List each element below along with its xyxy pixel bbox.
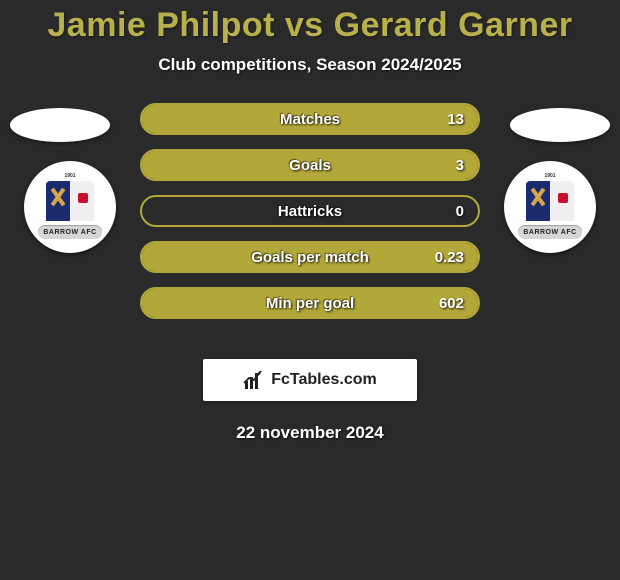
- chart-icon: [243, 369, 265, 391]
- stat-bar: Matches13: [140, 103, 480, 135]
- comparison-area: 1901 BARROW AFC 1901 BARROW AFC Matches1…: [0, 103, 620, 343]
- stat-value: 602: [439, 289, 464, 317]
- date-label: 22 november 2024: [0, 423, 620, 443]
- shield-icon: [46, 181, 94, 225]
- club-badge-right: 1901 BARROW AFC: [504, 161, 596, 253]
- club-year: 1901: [64, 173, 75, 179]
- stat-bar: Min per goal602: [140, 287, 480, 319]
- stat-bar: Goals per match0.23: [140, 241, 480, 273]
- stat-label: Hattricks: [142, 197, 478, 225]
- stat-label: Min per goal: [142, 289, 478, 317]
- page-title: Jamie Philpot vs Gerard Garner: [0, 6, 620, 45]
- stat-value: 13: [447, 105, 464, 133]
- stat-value: 0.23: [435, 243, 464, 271]
- stat-label: Goals: [142, 151, 478, 179]
- player-avatar-left: [10, 108, 110, 142]
- stat-bar: Hattricks0: [140, 195, 480, 227]
- club-year: 1901: [544, 173, 555, 179]
- brand-text: FcTables.com: [271, 371, 377, 389]
- stat-value: 0: [456, 197, 464, 225]
- stat-label: Goals per match: [142, 243, 478, 271]
- brand-logo: FcTables.com: [203, 359, 417, 401]
- club-name-left: BARROW AFC: [43, 229, 96, 236]
- stat-value: 3: [456, 151, 464, 179]
- stat-bar: Goals3: [140, 149, 480, 181]
- club-badge-left: 1901 BARROW AFC: [24, 161, 116, 253]
- stat-label: Matches: [142, 105, 478, 133]
- subtitle: Club competitions, Season 2024/2025: [0, 55, 620, 75]
- player-avatar-right: [510, 108, 610, 142]
- stat-bars: Matches13 Goals3 Hattricks0 Goals per match…: [140, 103, 480, 333]
- shield-icon: [526, 181, 574, 225]
- club-name-right: BARROW AFC: [523, 229, 576, 236]
